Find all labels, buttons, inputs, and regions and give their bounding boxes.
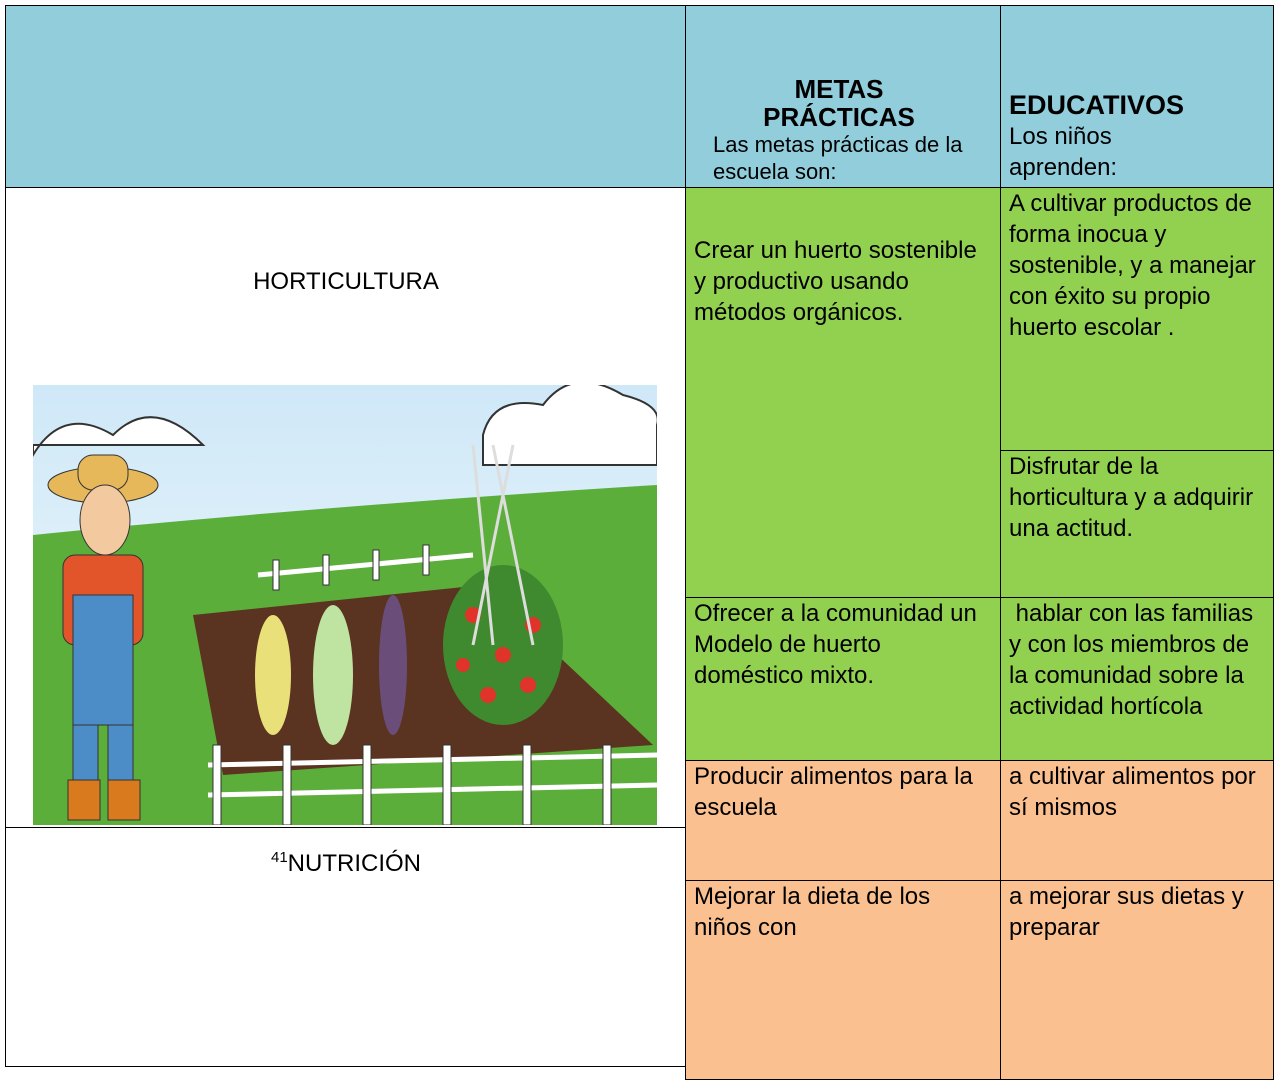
section-label: HORTICULTURA [253, 268, 439, 295]
goal-text: Mejorar la dieta de los niños con [694, 883, 931, 941]
goal-text: Ofrecer a la comunidad un Modelo de huer… [694, 600, 977, 689]
learning-cell: A cultivar productos de forma inocua y s… [1000, 187, 1274, 451]
footnote-marker: 41 [270, 849, 288, 866]
header-subtitle: Los niños aprenden: [1009, 123, 1118, 181]
goal-cell: Crear un huerto sostenible y productivo … [685, 187, 1001, 598]
learning-text: A cultivar productos de forma inocua y s… [1009, 190, 1256, 341]
goal-text: Producir alimentos para la escuela [694, 763, 973, 821]
learning-cell: hablar con las familias y con los miembr… [1000, 597, 1274, 761]
goal-cell: Mejorar la dieta de los niños con [685, 880, 1001, 1080]
goal-text: Crear un huerto sostenible y productivo … [694, 237, 977, 326]
header-title: METAS PRÁCTICAS [763, 74, 915, 132]
header-cell: METAS PRÁCTICAS Las metas prácticas de l… [685, 5, 1001, 188]
learning-text: Disfrutar de la horticultura y a adquiri… [1009, 453, 1254, 542]
learning-cell: a cultivar alimentos por sí mismos [1000, 760, 1274, 881]
learning-cell: Disfrutar de la horticultura y a adquiri… [1000, 450, 1274, 598]
header-subtitle: Las metas prácticas de la escuela son: [713, 132, 963, 184]
learning-text: hablar con las familias y con los miembr… [1009, 600, 1260, 720]
page: METAS PRÁCTICAS Las metas prácticas de l… [5, 5, 1274, 1080]
section-label-cell: HORTICULTURA [5, 187, 686, 828]
section-label-cell: 41NUTRICIÓN [5, 827, 686, 1067]
garden-illustration [33, 385, 657, 825]
section-label: NUTRICIÓN [287, 850, 421, 877]
learning-text: a mejorar sus dietas y preparar [1009, 883, 1244, 941]
learning-cell: a mejorar sus dietas y preparar [1000, 880, 1274, 1080]
goal-cell: Producir alimentos para la escuela [685, 760, 1001, 881]
header-cell: EDUCATIVOS Los niños aprenden: [1000, 5, 1274, 188]
goal-cell: Ofrecer a la comunidad un Modelo de huer… [685, 597, 1001, 761]
header-empty-cell [5, 5, 686, 188]
section-label-line: 41NUTRICIÓN [6, 842, 685, 879]
header-title: EDUCATIVOS [1009, 90, 1185, 120]
learning-text: a cultivar alimentos por sí mismos [1009, 763, 1256, 821]
